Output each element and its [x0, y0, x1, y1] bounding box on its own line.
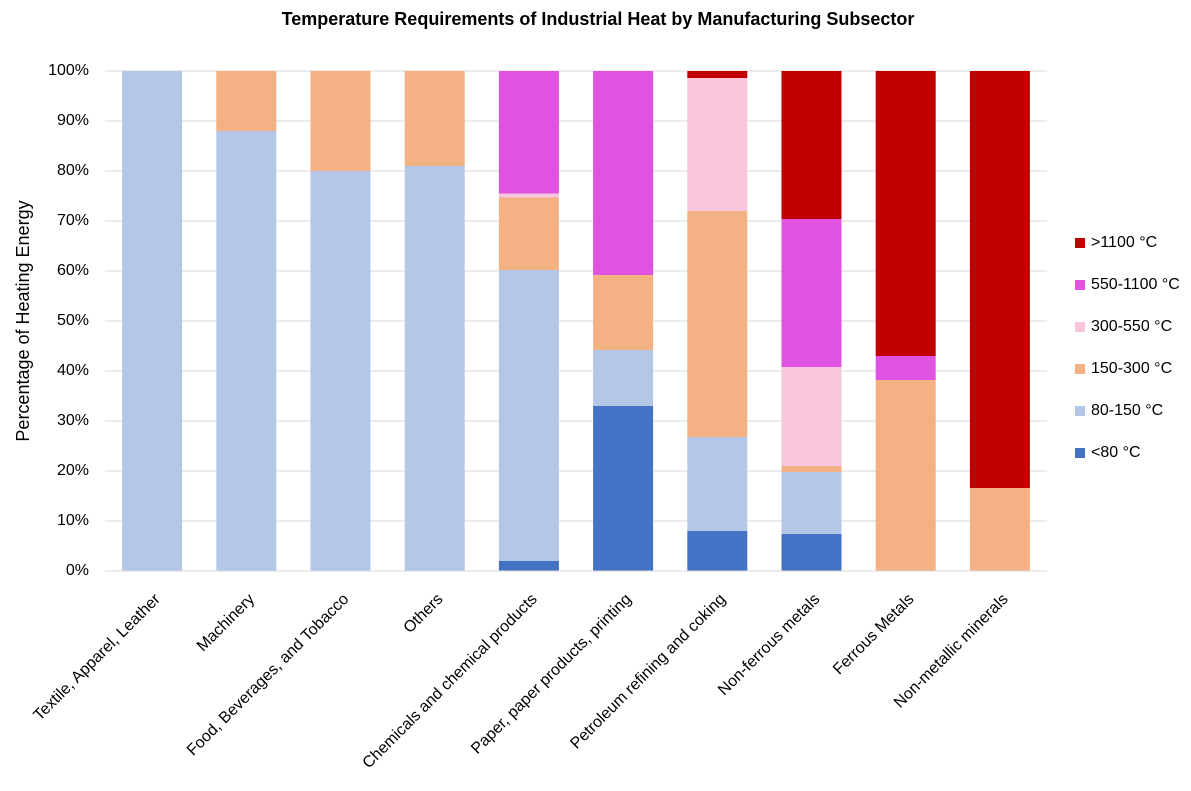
- bar-segment: [310, 71, 371, 171]
- legend-label: >1100 °C: [1091, 234, 1157, 251]
- x-tick-label: Paper, paper products, printing: [468, 591, 635, 758]
- bar-segment: [593, 71, 654, 275]
- bar-segment: [687, 211, 748, 437]
- bar-segment: [687, 531, 748, 571]
- y-axis-title: Percentage of Heating Energy: [13, 200, 33, 441]
- bar-segment: [781, 219, 842, 367]
- bar-segment: [310, 171, 371, 571]
- bar-segment: [498, 270, 559, 561]
- chart-title: Temperature Requirements of Industrial H…: [282, 9, 915, 29]
- legend-label: 300-550 °C: [1091, 318, 1172, 335]
- bar-segment: [498, 197, 559, 270]
- y-tick-label: 90%: [57, 112, 89, 129]
- y-tick-label: 100%: [48, 62, 89, 79]
- x-tick-label: Others: [401, 591, 447, 637]
- y-tick-label: 40%: [57, 362, 89, 379]
- bar-segment: [687, 437, 748, 531]
- legend-swatch: [1075, 448, 1085, 458]
- legend-label: 550-1100 °C: [1091, 276, 1180, 293]
- bar-segment: [781, 466, 842, 472]
- bar-segment: [781, 367, 842, 466]
- bar-segment: [875, 356, 936, 380]
- x-tick-label: Petroleum refining and coking: [567, 591, 729, 753]
- legend-swatch: [1075, 280, 1085, 290]
- bar-segment: [498, 71, 559, 194]
- bar-segment: [593, 350, 654, 406]
- bar-segment: [969, 71, 1030, 488]
- bar-segment: [404, 71, 465, 166]
- y-tick-label: 50%: [57, 312, 89, 329]
- bar-segment: [593, 406, 654, 571]
- x-tick-label: Food, Beverages, and Tobacco: [184, 591, 353, 760]
- legend-label: 150-300 °C: [1091, 360, 1172, 377]
- y-tick-label: 10%: [57, 512, 89, 529]
- y-tick-label: 80%: [57, 162, 89, 179]
- bar-segment: [687, 71, 748, 78]
- y-tick-label: 30%: [57, 412, 89, 429]
- bar-segment: [404, 166, 465, 571]
- legend-label: 80-150 °C: [1091, 402, 1163, 419]
- legend-swatch: [1075, 406, 1085, 416]
- bar-segment: [781, 71, 842, 219]
- x-tick-label: Textile, Apparel, Leather: [31, 590, 165, 724]
- bar-segment: [875, 71, 936, 356]
- bar-segment: [687, 78, 748, 211]
- bar-segment: [781, 534, 842, 571]
- bar-segment: [593, 275, 654, 350]
- x-tick-label: Non-ferrous metals: [715, 591, 823, 699]
- x-tick-label: Ferrous Metals: [830, 591, 917, 678]
- legend-swatch: [1075, 364, 1085, 374]
- bar-segment: [498, 561, 559, 571]
- bar-segment: [216, 131, 277, 571]
- y-tick-label: 0%: [66, 562, 89, 579]
- y-tick-label: 60%: [57, 262, 89, 279]
- y-tick-label: 70%: [57, 212, 89, 229]
- legend-swatch: [1075, 322, 1085, 332]
- bar-segment: [781, 472, 842, 534]
- x-tick-label: Machinery: [194, 591, 258, 655]
- legend-label: <80 °C: [1091, 444, 1141, 461]
- bar-segment: [969, 488, 1030, 571]
- legend-swatch: [1075, 238, 1085, 248]
- bar-segment: [122, 71, 183, 571]
- bar-segment: [875, 380, 936, 571]
- x-tick-label: Chemicals and chemical products: [360, 591, 541, 772]
- bar-segment: [498, 193, 559, 198]
- bar-segment: [216, 71, 277, 131]
- y-tick-label: 20%: [57, 462, 89, 479]
